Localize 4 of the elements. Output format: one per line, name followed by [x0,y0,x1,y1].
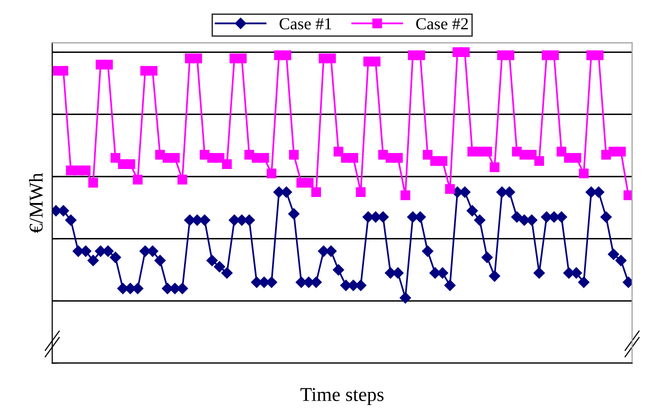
legend-label: Case #1 [280,18,332,30]
x-axis-title: Time steps [300,388,384,406]
y-axis-title: €/MWh [29,172,43,233]
legend-label: Case #2 [416,18,468,30]
